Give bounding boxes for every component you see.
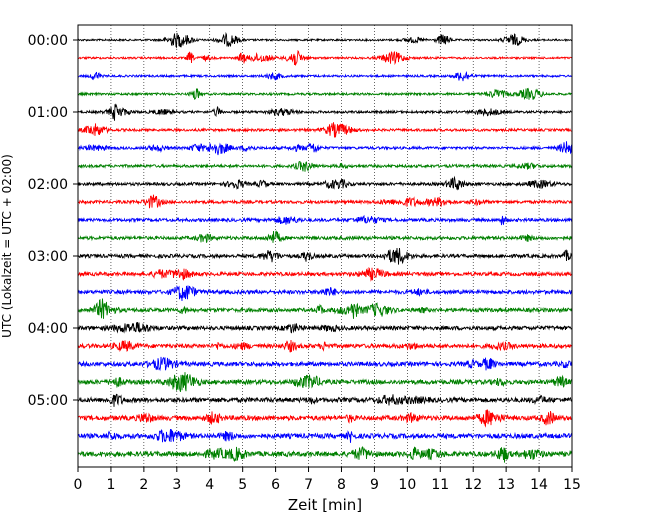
y-axis-label: UTC (Lokalzeit = UTC + 02:00): [0, 154, 14, 338]
plot-background: [78, 25, 572, 467]
y-tick-label: 00:00: [28, 33, 68, 49]
y-tick-label: 01:00: [28, 105, 68, 121]
x-tick-label: 10: [398, 477, 416, 493]
trace-row: [77, 266, 573, 282]
y-tick-label: 05:00: [28, 393, 68, 409]
x-tick-label: 2: [139, 477, 148, 493]
x-tick-label: 13: [497, 477, 515, 493]
x-tick-label: 0: [74, 477, 83, 493]
trace-row: [77, 298, 573, 319]
trace-row: [77, 214, 573, 226]
x-tick-label: 12: [464, 477, 482, 493]
trace-row: [77, 194, 573, 209]
x-tick-label: 6: [271, 477, 280, 493]
trace-row: [77, 372, 573, 392]
x-axis-label: Zeit [min]: [288, 496, 362, 514]
trace-row: [77, 284, 573, 301]
x-tick-label: 1: [106, 477, 115, 493]
y-tick-label: 04:00: [28, 321, 68, 337]
trace-row: [77, 356, 573, 372]
trace-row: [77, 103, 573, 121]
x-tick-label: 8: [337, 477, 346, 493]
x-tick-label: 3: [172, 477, 181, 493]
trace-row: [77, 428, 573, 443]
trace-row: [77, 248, 573, 265]
x-ticks: 0 1 2 3 4 5 6 7 8 9 10 11 12 13 14 15: [74, 467, 581, 493]
x-tick-label: 5: [238, 477, 247, 493]
trace-row: [77, 445, 573, 463]
trace-row: [77, 161, 573, 173]
x-tick-label: 9: [370, 477, 379, 493]
trace-row: [77, 175, 573, 191]
trace-row: [77, 141, 573, 156]
trace-row: [77, 122, 573, 138]
trace-row: [77, 87, 573, 101]
trace-row: [77, 322, 573, 334]
trace-row: [77, 71, 573, 82]
x-tick-label: 15: [563, 477, 581, 493]
trace-row: [77, 49, 573, 66]
x-tick-label: 14: [530, 477, 548, 493]
x-tick-label: 7: [304, 477, 313, 493]
trace-row: [77, 230, 573, 243]
y-tick-label: 02:00: [28, 177, 68, 193]
x-tick-label: 11: [431, 477, 449, 493]
trace-row: [77, 409, 573, 428]
y-tick-label: 03:00: [28, 249, 68, 265]
seismic-traces: [77, 31, 573, 463]
y-ticks: 00:00 01:00 02:00 03:00 04:00 05:00: [28, 33, 78, 409]
plot-frame: [77, 24, 573, 468]
x-tick-label: 4: [205, 477, 214, 493]
trace-row: [77, 340, 573, 353]
trace-row: [77, 31, 573, 49]
trace-row: [77, 393, 573, 407]
